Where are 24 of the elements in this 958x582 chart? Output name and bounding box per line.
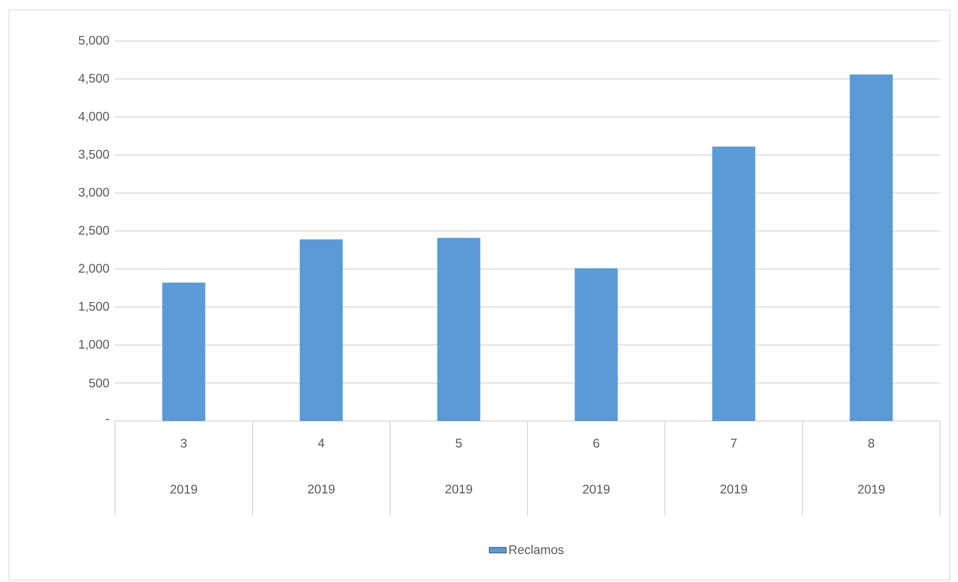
bar bbox=[712, 146, 756, 421]
y-tick-label: 3,000 bbox=[78, 188, 109, 198]
y-tick-label: 500 bbox=[89, 378, 109, 388]
category-label: 8 2019 bbox=[858, 438, 885, 494]
y-tick-label: 4,000 bbox=[78, 112, 109, 122]
category-label: 3 2019 bbox=[170, 438, 198, 494]
bar bbox=[574, 268, 618, 421]
category-label: 5 2019 bbox=[445, 438, 472, 494]
bar bbox=[437, 238, 480, 421]
y-tick-label: 2,500 bbox=[78, 226, 109, 236]
y-tick-label: 5,000 bbox=[78, 36, 109, 46]
y-tick-label: 3,500 bbox=[78, 150, 109, 160]
bar bbox=[850, 74, 893, 421]
category-label: 7 2019 bbox=[720, 438, 748, 494]
y-tick-label: 1,000 bbox=[79, 340, 109, 350]
category-label: 6 2019 bbox=[582, 438, 610, 494]
bar bbox=[162, 282, 206, 421]
bar bbox=[300, 239, 343, 421]
legend-label: Reclamos bbox=[509, 544, 564, 554]
category-label: 4 2019 bbox=[308, 438, 335, 494]
y-tick-label: - bbox=[106, 419, 109, 420]
y-tick-label: 4,500 bbox=[78, 74, 109, 84]
y-tick-label: 2,000 bbox=[78, 264, 109, 274]
y-tick-label: 1,500 bbox=[79, 302, 109, 312]
